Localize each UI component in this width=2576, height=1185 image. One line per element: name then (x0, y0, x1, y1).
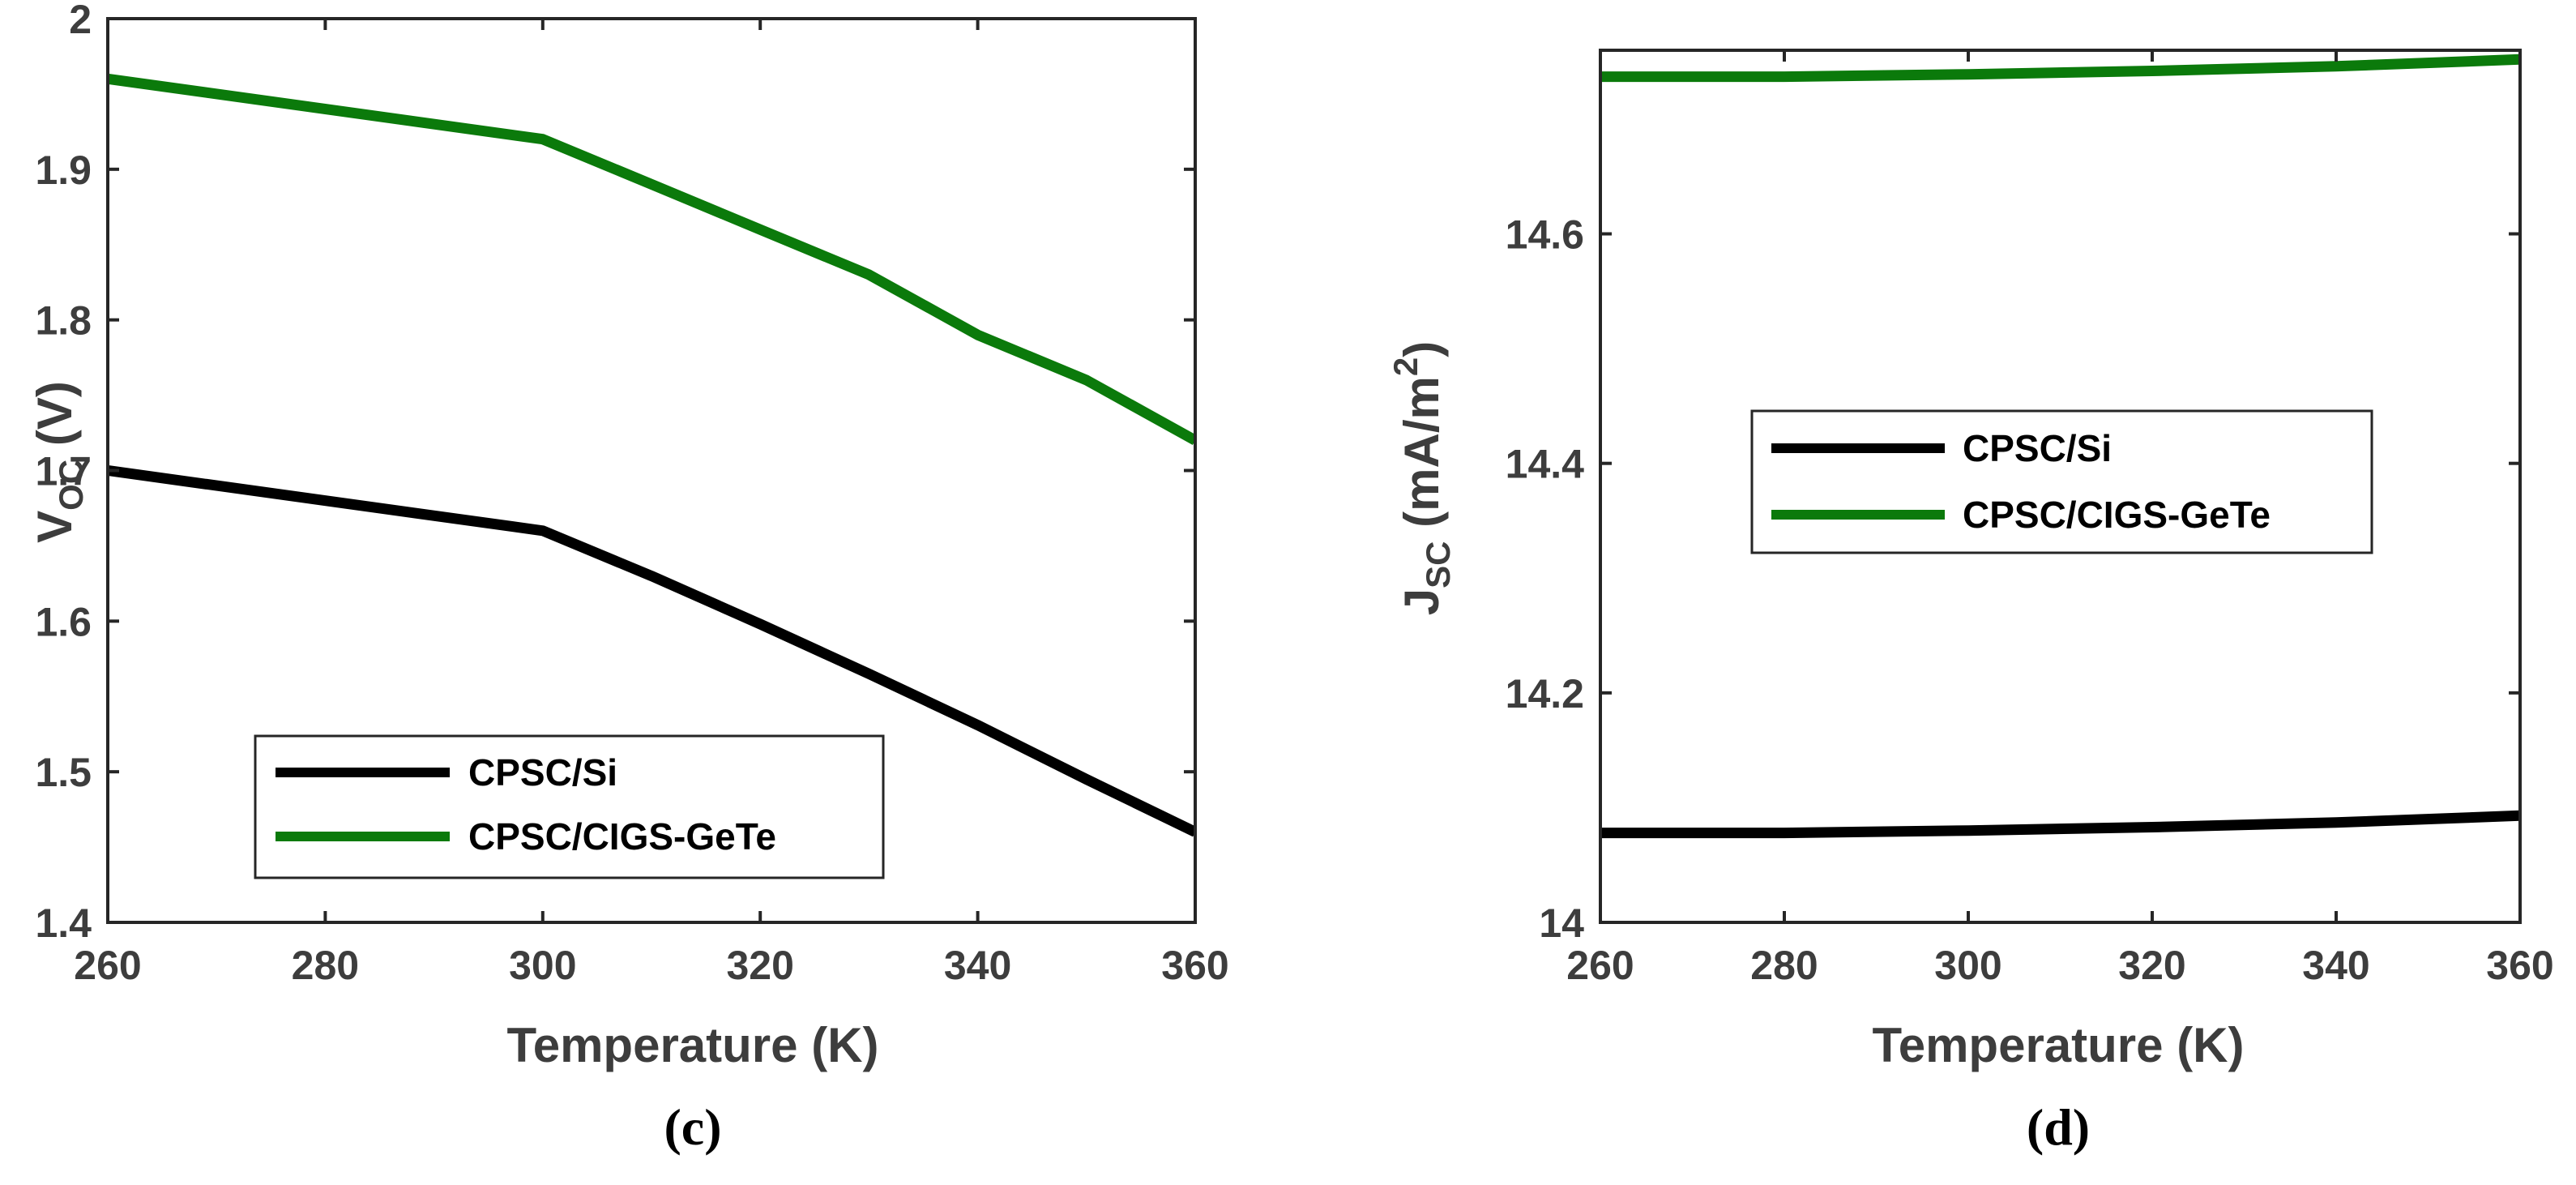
panel-c-x-tick-label: 340 (944, 943, 1011, 988)
panel-d-y-label-main: J (1395, 588, 1449, 615)
panel-d-legend-label-si: CPSC/Si (1963, 427, 2112, 469)
panel-c-x-tick-label: 320 (726, 943, 793, 988)
panel-d-caption: (d) (2027, 1098, 2090, 1156)
panel-c: 260 280 300 320 340 360 1.4 1.5 1.6 1.7 1.8 1.9 2 CP… (28, 0, 1229, 1156)
panel-d-y-label-sub: SC (1419, 541, 1457, 588)
panel-d-legend-box (1750, 409, 2373, 554)
panel-c-series-si-line (108, 465, 1195, 837)
panel-c-x-tick-label: 360 (1161, 943, 1228, 988)
panel-c-y-tick-label: 1.4 (35, 901, 92, 946)
panel-c-caption: (c) (664, 1098, 721, 1156)
panel-c-x-axis-label: Temperature (K) (507, 1018, 879, 1072)
panel-d-legend-label-cigs: CPSC/CIGS-GeTe (1963, 494, 2271, 536)
panel-c-y-tick-label: 1.6 (35, 599, 92, 644)
panel-d-y-label-sup: 2 (1386, 357, 1425, 376)
panel-d-x-tick-label: 300 (1934, 943, 2001, 988)
panel-d-y-label-close: ) (1395, 341, 1449, 357)
panel-c-y-tick-label: 1.9 (35, 148, 92, 193)
panel-c-series-cigs-line (108, 73, 1195, 445)
panel-d-x-tick-label: 320 (2118, 943, 2185, 988)
panel-c-y-tick-label: 1.5 (35, 750, 92, 795)
panel-d-x-axis-label: Temperature (K) (1873, 1018, 2245, 1072)
panel-c-y-tick-label: 1.8 (35, 298, 92, 344)
panel-c-plot-area: 260 280 300 320 340 360 1.4 1.5 1.6 1.7 1.8 1.9 2 (35, 0, 1228, 988)
panel-d-y-tick-label: 14.6 (1506, 212, 1584, 258)
panel-d-y-tick-label: 14.4 (1506, 442, 1585, 487)
panel-c-legend-label-si: CPSC/Si (468, 751, 617, 794)
panel-c-y-label-rest: (V) (28, 381, 82, 460)
panel-c-legend: CPSC/Si CPSC/CIGS-GeTe (254, 734, 885, 879)
panel-c-y-tick-label: 2 (69, 0, 92, 42)
panel-d-x-tick-label: 340 (2302, 943, 2369, 988)
panel-c-x-tick-label: 280 (292, 943, 359, 988)
panel-c-legend-label-cigs: CPSC/CIGS-GeTe (468, 815, 776, 858)
panel-c-y-label-sub: OC (52, 460, 90, 511)
panel-d-series-cigs-line (1600, 53, 2520, 83)
panel-d-series-si-line (1600, 810, 2520, 839)
panel-d-x-tick-label: 360 (2486, 943, 2553, 988)
panel-d-axes-box (1599, 49, 2522, 924)
panel-d-y-axis-label: JSC (mA/m2) (1386, 341, 1457, 615)
panel-c-x-tick-label: 300 (509, 943, 576, 988)
panel-d: 260 280 300 320 340 360 14 14.2 14.4 14.6 CPSC/Si… (1386, 49, 2554, 1156)
panel-d-y-label-rest: (mA/m (1395, 376, 1449, 541)
panel-c-y-label-main: V (28, 511, 82, 543)
panel-c-legend-box (254, 734, 885, 879)
panel-c-y-axis-label: VOC (V) (28, 381, 90, 543)
panel-c-x-tick-label: 260 (74, 943, 141, 988)
panel-c-y-tick-label: 1.7 (35, 449, 92, 494)
panel-d-legend: CPSC/Si CPSC/CIGS-GeTe (1750, 409, 2373, 554)
panel-d-y-tick-label: 14 (1539, 901, 1584, 946)
panel-d-y-tick-label: 14.2 (1506, 671, 1584, 717)
panel-d-x-tick-label: 260 (1566, 943, 1634, 988)
panel-d-plot-area: 260 280 300 320 340 360 14 14.2 14.4 14.6 (1506, 49, 2554, 988)
panel-d-x-tick-label: 280 (1750, 943, 1818, 988)
